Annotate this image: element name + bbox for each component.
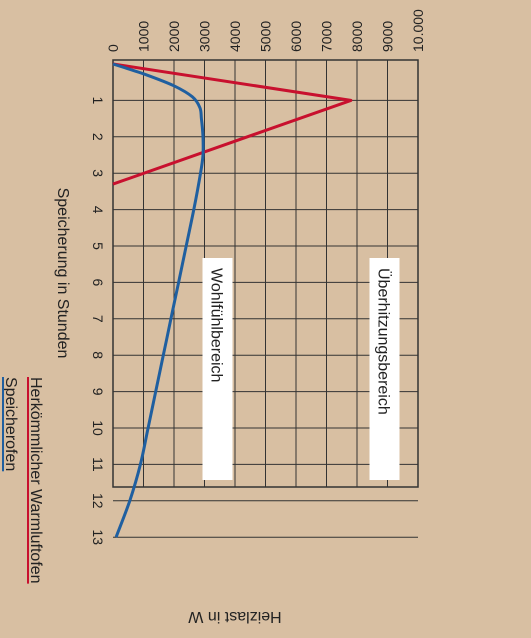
- x-tick-label: 5: [90, 242, 106, 250]
- x-tick-label: 10: [90, 420, 106, 436]
- y-tick-label: 6000: [288, 21, 304, 52]
- y-tick-label: 7000: [319, 21, 335, 52]
- x-tick-label: 11: [90, 457, 106, 472]
- annotation-comfort: Wohlfühlbereich: [208, 268, 225, 382]
- y-tick-label: 3000: [197, 21, 213, 52]
- x-tick-label: 2: [90, 133, 106, 141]
- annotation-comfort-box: [202, 258, 233, 480]
- y-tick-label: 4000: [227, 21, 243, 52]
- y-tick-labels: 0 1000 2000 3000 4000 5000 6000 7000 8000 9000 10.…: [105, 9, 426, 52]
- annotation-overheating: Überhitzungsbereich: [375, 268, 393, 415]
- x-tick-label: 12: [90, 493, 106, 509]
- x-tick-label: 6: [90, 279, 106, 287]
- x-tick-label: 1: [90, 97, 106, 105]
- x-tick-label: 7: [90, 315, 106, 323]
- y-tick-label: 1000: [136, 21, 152, 52]
- series-lines: [112, 62, 353, 538]
- x-tick-label: 9: [90, 388, 106, 396]
- annotation-overheating-box: [369, 258, 400, 480]
- y-axis-label: Heizlast in W: [187, 608, 281, 625]
- y-tick-label: 0: [105, 44, 121, 52]
- legend: Herkömmlicher Warmluftofen Speicherofen: [2, 377, 44, 584]
- legend-item-speicherofen: Speicherofen: [2, 377, 19, 471]
- y-tick-label: 2000: [166, 21, 182, 52]
- x-tick-label: 3: [90, 169, 106, 177]
- x-tick-label: 13: [90, 529, 106, 545]
- y-tick-label: 8000: [349, 21, 365, 52]
- series-line-warmluftofen: [112, 62, 353, 186]
- series-line-speicherofen: [112, 62, 205, 538]
- y-tick-label: 9000: [380, 21, 396, 52]
- annotations: Überhitzungsbereich Wohlfühlbereich: [202, 258, 400, 480]
- y-tick-label: 5000: [258, 21, 274, 52]
- x-axis-label: Speicherung in Stunden: [54, 188, 71, 359]
- x-tick-label: 4: [90, 206, 106, 214]
- x-tick-label: 8: [90, 351, 106, 359]
- legend-item-warmluftofen: Herkömmlicher Warmluftofen: [27, 377, 44, 584]
- y-tick-label: 10.000: [410, 9, 426, 52]
